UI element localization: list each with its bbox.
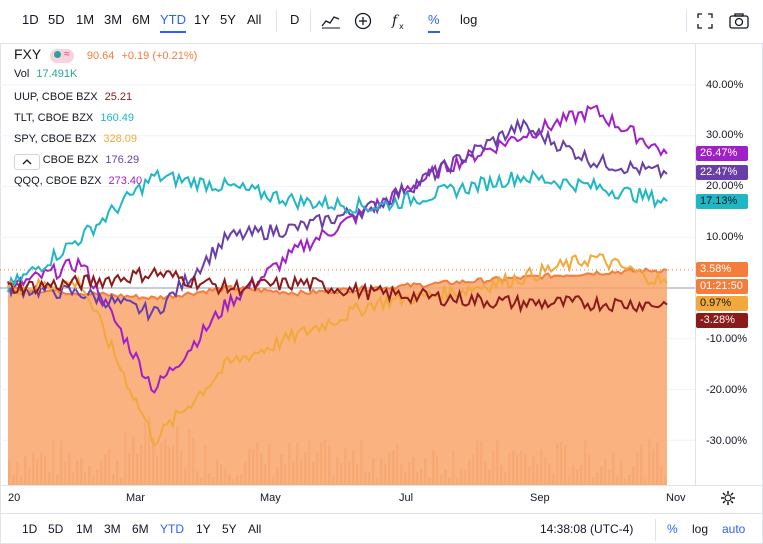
range-1m-button[interactable]: 1M — [76, 12, 95, 27]
bottom-range-3m[interactable]: 3M — [104, 522, 121, 536]
clock[interactable]: 14:38:08 (UTC-4) — [540, 522, 634, 536]
bottom-log-toggle[interactable]: log — [692, 522, 709, 536]
range-ytd-button[interactable]: YTD — [160, 12, 186, 33]
bottom-range-1d[interactable]: 1D — [22, 522, 38, 536]
qqq-price-label: 26.47% — [696, 146, 748, 161]
spy-price-label: 0.97% — [696, 296, 748, 311]
price-tick: 20.00% — [706, 180, 744, 192]
log-scale-toggle[interactable]: log — [460, 12, 478, 27]
add-compare-icon[interactable] — [350, 8, 376, 34]
range-all-button[interactable]: All — [247, 12, 262, 27]
range-3m-button[interactable]: 3M — [104, 12, 123, 27]
price-tick: -10.00% — [706, 333, 747, 345]
svg-text:x: x — [399, 22, 404, 31]
volume-label: Vol — [14, 68, 30, 80]
bottom-range-5d[interactable]: 5D — [48, 522, 64, 536]
bottom-percent-toggle[interactable]: % — [667, 522, 678, 536]
price-tick: 30.00% — [706, 129, 744, 141]
range-6m-button[interactable]: 6M — [132, 12, 151, 27]
uup-price-label: -3.28% — [696, 313, 748, 328]
market-status-icon — [54, 50, 62, 58]
countdown-label: 01:21:50 — [696, 279, 748, 294]
time-tick: Mar — [126, 492, 145, 504]
series-value: 273.40 — [108, 175, 143, 187]
series-value: 176.29 — [105, 154, 140, 166]
series-name: QQQ, CBOE BZX — [14, 175, 102, 187]
bottom-range-1y[interactable]: 1Y — [196, 522, 211, 536]
series-line-uup — [8, 265, 668, 314]
range-5y-button[interactable]: 5Y — [220, 12, 236, 27]
time-axis[interactable]: 20 Mar May Jul Sep Nov — [0, 485, 763, 513]
legend-series-tlt[interactable]: TLT, CBOE BZX 160.49 — [14, 112, 134, 124]
time-tick: Sep — [530, 492, 550, 504]
series-value: 328.09 — [103, 133, 138, 145]
percent-scale-toggle[interactable]: % — [428, 12, 440, 33]
time-tick: 20 — [8, 492, 21, 504]
bottom-auto-toggle[interactable]: auto — [722, 522, 746, 536]
range-1y-button[interactable]: 1Y — [194, 12, 210, 27]
series-value: 160.49 — [100, 112, 134, 124]
volume-value: 17.491K — [36, 68, 78, 80]
bottom-range-1m[interactable]: 1M — [76, 522, 93, 536]
time-tick: Nov — [666, 492, 686, 504]
bottom-divider — [655, 519, 656, 541]
main-price: 90.64 — [86, 50, 115, 62]
toolbar-divider — [276, 10, 277, 32]
bottom-range-all[interactable]: All — [248, 522, 262, 536]
legend-collapse-button[interactable] — [14, 154, 40, 170]
price-chart[interactable] — [0, 44, 695, 485]
toolbar-divider — [310, 10, 311, 32]
line-chart-icon[interactable] — [318, 8, 344, 34]
main-change: +0.19 (+0.21%) — [121, 50, 198, 62]
status-pill[interactable]: ≈ — [50, 49, 74, 64]
bottom-range-5y[interactable]: 5Y — [222, 522, 237, 536]
series-line-qqq — [7, 104, 668, 394]
price-tick: -20.00% — [706, 384, 747, 396]
main-symbol[interactable]: FXY — [14, 46, 42, 62]
price-tick: 10.00% — [706, 231, 744, 243]
series-line-tlt — [7, 168, 668, 293]
gld-price-label: 22.47% — [696, 165, 748, 180]
series-lines — [0, 104, 695, 447]
series-name: SPY, CBOE BZX — [14, 133, 97, 145]
fxy-area — [8, 268, 667, 485]
series-line-spy — [7, 252, 668, 447]
chevron-up-icon — [22, 159, 32, 165]
chart-pane[interactable] — [0, 44, 763, 485]
gear-icon[interactable] — [720, 490, 738, 508]
bottom-range-ytd[interactable]: YTD — [160, 522, 184, 536]
bottom-range-6m[interactable]: 6M — [132, 522, 149, 536]
legend-series-qqq[interactable]: QQQ, CBOE BZX 273.40 — [14, 175, 142, 187]
series-name: UUP, CBOE BZX — [14, 91, 98, 103]
legend-series-uup[interactable]: UUP, CBOE BZX 25.21 — [14, 91, 132, 103]
price-scale[interactable]: 40.00% 30.00% 20.00% 10.00% -10.00% -20.… — [695, 44, 763, 485]
legend-volume-row: Vol 17.491K — [14, 68, 77, 80]
legend-main-row: FXY ≈ 90.64 +0.19 (+0.21%) — [14, 46, 198, 64]
range-5d-button[interactable]: 5D — [48, 12, 65, 27]
toolbar-divider — [686, 10, 687, 32]
time-tick: May — [260, 492, 281, 504]
fxy-price-label: 3.58% — [696, 262, 748, 277]
series-line-gld — [7, 117, 668, 323]
bottom-toolbar: 1D 5D 1M 3M 6M YTD 1Y 5Y All 14:38:08 (U… — [0, 513, 763, 544]
price-tick: 40.00% — [706, 79, 744, 91]
svg-text:f: f — [391, 13, 400, 29]
fullscreen-icon[interactable] — [692, 8, 718, 34]
interval-button[interactable]: D — [290, 12, 300, 27]
series-value: 25.21 — [104, 91, 133, 103]
legend-series-spy[interactable]: SPY, CBOE BZX 328.09 — [14, 133, 137, 145]
range-1d-button[interactable]: 1D — [22, 12, 39, 27]
price-tick: -30.00% — [706, 435, 747, 447]
time-tick: Jul — [399, 492, 414, 504]
fxy-area-fill — [8, 268, 667, 485]
tlt-price-label: 17.13% — [696, 194, 748, 209]
camera-icon[interactable] — [726, 8, 752, 34]
series-name: TLT, CBOE BZX — [14, 112, 94, 124]
